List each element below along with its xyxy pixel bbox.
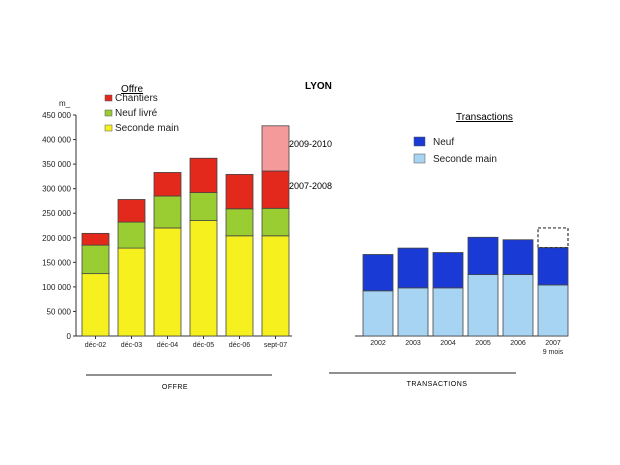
legend-label: Chantiers: [115, 93, 158, 104]
bar-segment: [467, 236, 499, 276]
x-tick-label: 2007: [545, 340, 561, 347]
x-tick-label: 2003: [405, 340, 421, 347]
offre-legend-title: Offre: [121, 84, 143, 95]
legend-swatch: [413, 153, 426, 164]
bar-segment: [117, 199, 146, 223]
transactions-title: Transactions: [456, 112, 513, 123]
y-tick-label: 450 000: [42, 111, 71, 120]
bar-segment: [117, 221, 146, 249]
legends: Chantiers Neuf livré Seconde main Offre Neuf…: [104, 84, 513, 165]
bar-segment: [432, 252, 464, 289]
bar-segment: [225, 174, 254, 210]
bar-segment: [502, 239, 534, 276]
bar-segment: [81, 232, 110, 246]
unit-label: m_: [59, 99, 71, 108]
bar-segment: [467, 274, 499, 337]
offre-axis: 0 50 000 100 000 150 000 200 000 250 000 300 0…: [42, 99, 292, 349]
x-tick-label: 2005: [475, 340, 491, 347]
bar-segment: [502, 274, 534, 337]
x-tick-label: déc-02: [85, 342, 107, 349]
bar-segment: [153, 195, 182, 229]
x-tick-sublabel: 9 mois: [543, 349, 564, 356]
bar-segment: [261, 235, 290, 337]
x-tick-label: déc-03: [121, 342, 143, 349]
x-tick-label: déc-05: [193, 342, 215, 349]
chart-title: LYON: [305, 81, 332, 92]
bar-segment: [117, 247, 146, 337]
transactions-section-label: TRANSACTIONS: [407, 381, 468, 388]
x-tick-label: déc-04: [157, 342, 179, 349]
y-tick-label: 50 000: [47, 307, 72, 316]
bar-segment: [189, 220, 218, 337]
annotation-2009-2010: 2009-2010: [289, 139, 332, 149]
bar-segment: [189, 157, 218, 193]
x-tick-label: 2006: [510, 340, 526, 347]
x-tick-label: 2004: [440, 340, 456, 347]
legend-swatch: [104, 94, 113, 102]
bar-segment: [537, 247, 569, 286]
y-tick-label: 400 000: [42, 136, 71, 145]
legend-label: Seconde main: [115, 123, 179, 134]
offre-section-label: OFFRE: [162, 384, 188, 391]
bar-segment: [225, 235, 254, 337]
legend-swatch: [104, 124, 113, 132]
bar-segment: [261, 207, 290, 237]
bar-segment: [81, 244, 110, 275]
transactions-bars: 2002 2003 2004 2005 2006 2007 9 mois: [355, 227, 569, 356]
projection-box: [537, 227, 569, 249]
bar-segment: [225, 208, 254, 237]
y-tick-label: 250 000: [42, 209, 71, 218]
bar-segment: [153, 227, 182, 337]
bar-segment: [261, 170, 290, 209]
text-labels: 2009-2010 2007-2008 LYON OFFRE TRANSACTIONS: [86, 81, 516, 391]
bar-segment: [189, 192, 218, 221]
bar-segment: [153, 172, 182, 197]
y-tick-label: 150 000: [42, 258, 71, 267]
offre-bars: [81, 125, 290, 337]
bar-segment: [362, 290, 394, 337]
x-tick-label: 2002: [370, 340, 386, 347]
legend-label: Neuf: [433, 137, 454, 148]
annotation-2007-2008: 2007-2008: [289, 181, 332, 191]
y-tick-label: 350 000: [42, 160, 71, 169]
bar-segment: [261, 125, 290, 172]
y-tick-label: 0: [67, 332, 72, 341]
bar-segment: [432, 287, 464, 337]
x-tick-label: déc-06: [229, 342, 251, 349]
legend-swatch: [413, 136, 426, 147]
legend-swatch: [104, 109, 113, 117]
y-tick-label: 200 000: [42, 234, 71, 243]
legend-label: Neuf livré: [115, 108, 158, 119]
y-tick-label: 300 000: [42, 185, 71, 194]
bar-segment: [362, 254, 394, 292]
bar-segment: [397, 247, 429, 289]
legend-label: Seconde main: [433, 154, 497, 165]
bar-segment: [397, 287, 429, 337]
bar-segment: [537, 284, 569, 337]
x-tick-label: sept-07: [264, 342, 287, 349]
bar-segment: [81, 273, 110, 337]
y-tick-label: 100 000: [42, 283, 71, 292]
